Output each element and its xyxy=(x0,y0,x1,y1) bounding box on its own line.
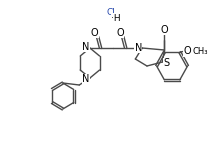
Text: O: O xyxy=(116,28,124,38)
Text: O: O xyxy=(91,28,98,38)
Text: CH₃: CH₃ xyxy=(192,47,208,56)
Text: O: O xyxy=(184,46,191,56)
Text: Cl: Cl xyxy=(107,8,116,16)
Text: S: S xyxy=(163,58,169,68)
Text: N: N xyxy=(135,43,142,53)
Text: N: N xyxy=(82,74,90,84)
Text: ·H: ·H xyxy=(111,13,121,22)
Text: O: O xyxy=(160,25,168,35)
Text: N: N xyxy=(82,42,90,52)
